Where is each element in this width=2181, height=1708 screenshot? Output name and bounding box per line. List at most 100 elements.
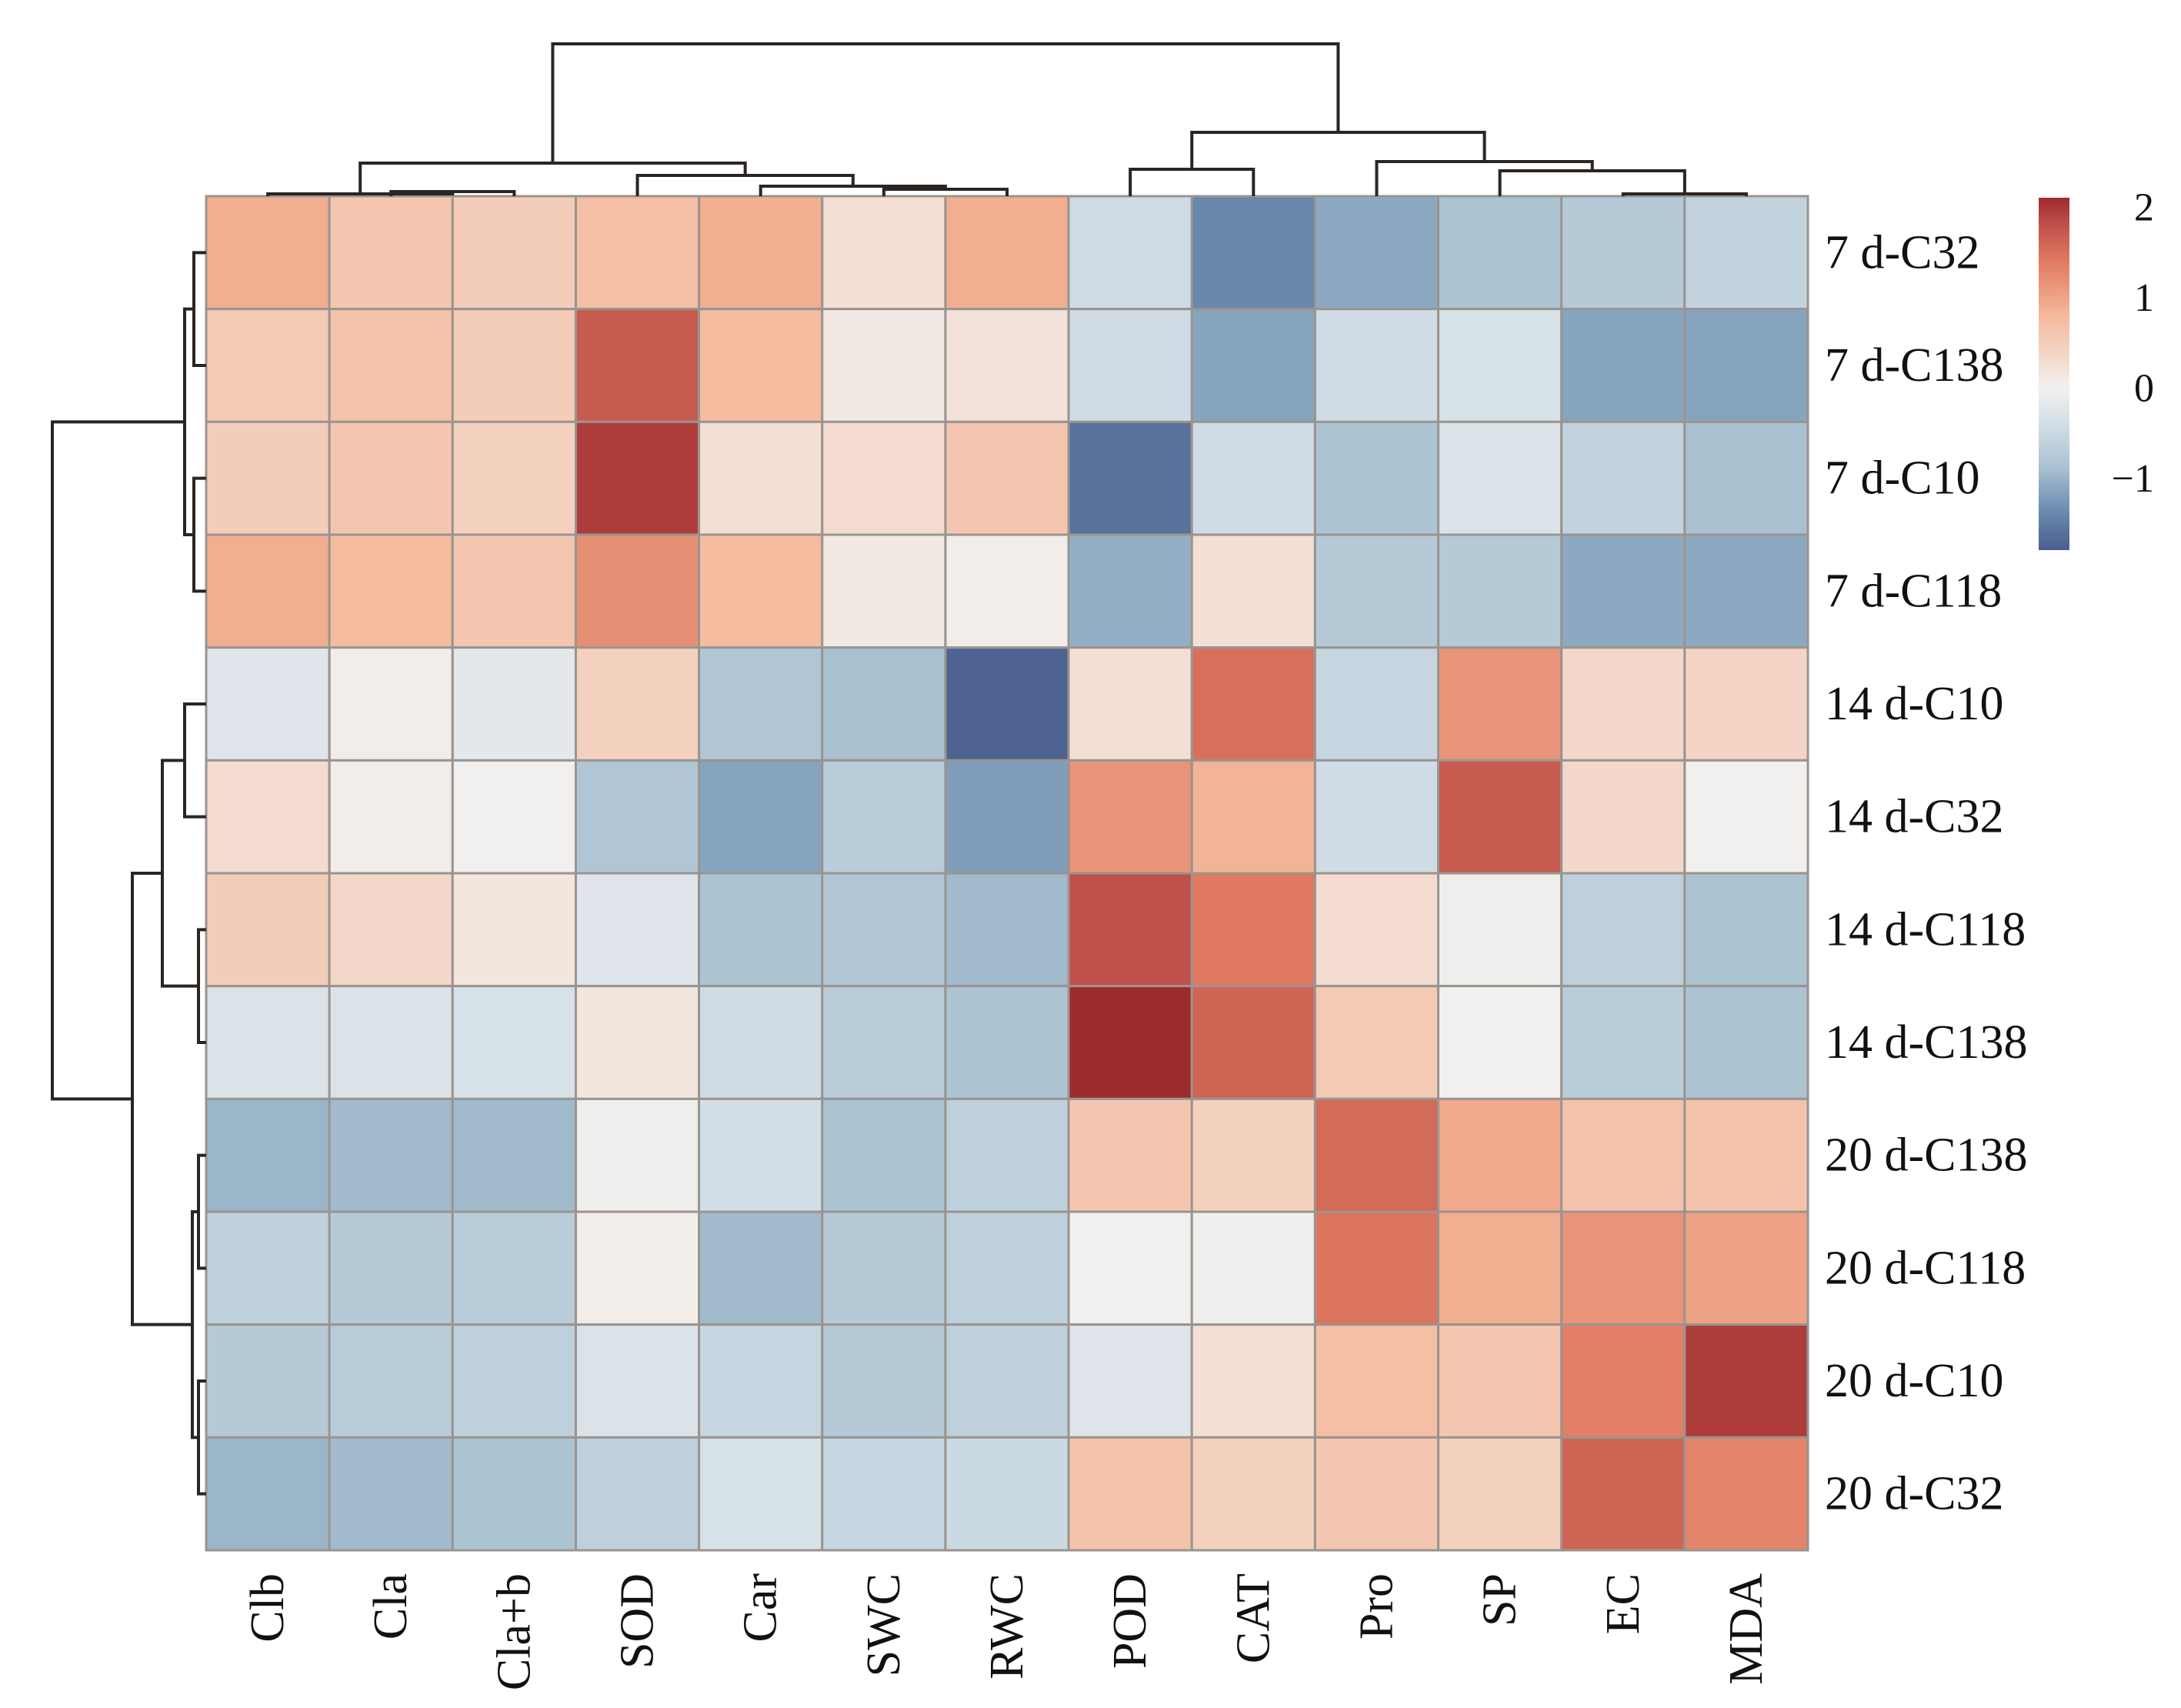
heatmap-cell bbox=[1190, 1210, 1316, 1326]
heatmap-cell bbox=[821, 1323, 947, 1439]
colorbar bbox=[2039, 198, 2069, 550]
heatmap-cell bbox=[1190, 308, 1316, 423]
heatmap-cell bbox=[1190, 985, 1316, 1100]
heatmap-cell bbox=[1190, 420, 1316, 536]
heatmap-cell bbox=[328, 533, 454, 649]
row-label: 20 d-C32 bbox=[1825, 1468, 2004, 1520]
heatmap-cell bbox=[944, 1097, 1070, 1213]
heatmap-cell bbox=[1437, 759, 1563, 875]
dendrogram-link bbox=[1375, 160, 1594, 196]
heatmap-cell bbox=[451, 985, 577, 1100]
heatmap-cell bbox=[205, 1436, 331, 1552]
heatmap-cell bbox=[328, 308, 454, 423]
heatmap-cell bbox=[698, 1323, 824, 1439]
heatmap-cell bbox=[1683, 308, 1809, 423]
dendrogram-link bbox=[192, 476, 206, 593]
heatmap-cell bbox=[205, 759, 331, 875]
row-label: 14 d-C10 bbox=[1825, 678, 2004, 730]
heatmap-cell bbox=[1313, 1210, 1440, 1326]
heatmap-cell bbox=[574, 1436, 701, 1552]
row-labels: 7 d-C32 7 d-C138 7 d-C10 7 d-C118 14 d-C10 14… bbox=[1825, 226, 2028, 1520]
row-label: 20 d-C138 bbox=[1825, 1129, 2028, 1182]
heatmap-cell bbox=[698, 759, 824, 875]
heatmap-cell bbox=[205, 195, 331, 311]
heatmap-cell bbox=[1067, 1436, 1193, 1552]
heatmap-cell bbox=[1067, 872, 1193, 988]
heatmap-cell bbox=[821, 1436, 947, 1552]
heatmap-cell bbox=[1190, 759, 1316, 875]
heatmap-cell bbox=[698, 195, 824, 311]
heatmap-cell bbox=[1560, 308, 1686, 423]
column-label: EC bbox=[1597, 1573, 1649, 1634]
column-label: CAT bbox=[1227, 1573, 1279, 1663]
heatmap-cell bbox=[1313, 646, 1440, 762]
heatmap-cell bbox=[944, 646, 1070, 762]
heatmap-cell bbox=[1067, 985, 1193, 1100]
heatmap-cell bbox=[1313, 195, 1440, 311]
row-label: 7 d-C10 bbox=[1825, 452, 1980, 505]
heatmap-cell bbox=[1437, 420, 1563, 536]
colorbar-tick-label: 2 bbox=[2134, 186, 2154, 230]
heatmap-cell bbox=[328, 646, 454, 762]
dendrogram-link bbox=[1129, 168, 1256, 196]
heatmap-cell bbox=[1683, 533, 1809, 649]
heatmap-cell bbox=[698, 1436, 824, 1552]
heatmap-cell bbox=[1560, 195, 1686, 311]
heatmap-cell bbox=[451, 872, 577, 988]
heatmap-cell bbox=[698, 308, 824, 423]
column-label: RWC bbox=[981, 1573, 1033, 1680]
heatmap-cell bbox=[944, 1210, 1070, 1326]
heatmap-cell bbox=[205, 1097, 331, 1213]
column-label: Cla+b bbox=[488, 1573, 540, 1690]
heatmap-cell bbox=[1560, 1436, 1686, 1552]
heatmap-cell bbox=[821, 646, 947, 762]
heatmap-cell bbox=[1560, 759, 1686, 875]
heatmap-cell bbox=[1067, 420, 1193, 536]
heatmap-cell bbox=[1560, 985, 1686, 1100]
heatmap-cell bbox=[1437, 195, 1563, 311]
dendrogram-link bbox=[759, 185, 947, 196]
colorbar-tick-label: 0 bbox=[2134, 367, 2154, 411]
heatmap-cell bbox=[1560, 533, 1686, 649]
heatmap-cell bbox=[451, 533, 577, 649]
column-label: SOD bbox=[612, 1573, 664, 1669]
heatmap-cell bbox=[1190, 533, 1316, 649]
heatmap-cell bbox=[1437, 1436, 1563, 1552]
heatmap-cell bbox=[205, 646, 331, 762]
row-label: 7 d-C118 bbox=[1825, 565, 2002, 617]
heatmap-cell bbox=[1067, 308, 1193, 423]
heatmap-cell bbox=[1683, 1210, 1809, 1326]
column-label: POD bbox=[1104, 1573, 1156, 1669]
dendrogram-link bbox=[551, 42, 1340, 163]
heatmap-cell bbox=[1313, 420, 1440, 536]
column-labels: Clb Cla Cla+b SOD Car SWC RWC POD CAT Pro SP EC MDA bbox=[242, 1573, 1772, 1690]
heatmap-cell bbox=[1437, 985, 1563, 1100]
heatmap-cell bbox=[821, 533, 947, 649]
heatmap-cell bbox=[574, 1210, 701, 1326]
column-label: SP bbox=[1474, 1573, 1526, 1626]
heatmap-cell bbox=[1190, 1323, 1316, 1439]
heatmap-cell bbox=[1067, 533, 1193, 649]
colorbar-tick-label: 1 bbox=[2134, 276, 2154, 320]
heatmap-cell bbox=[205, 308, 331, 423]
heatmap-cell bbox=[1190, 1097, 1316, 1213]
heatmap-cell bbox=[821, 1210, 947, 1326]
row-label: 7 d-C138 bbox=[1825, 339, 2004, 392]
heatmap-cell bbox=[1437, 1097, 1563, 1213]
heatmap-cell bbox=[1067, 1210, 1193, 1326]
heatmap-cell bbox=[1313, 308, 1440, 423]
heatmap-cell bbox=[821, 195, 947, 311]
heatmap-cell bbox=[451, 646, 577, 762]
heatmap-cell bbox=[205, 1210, 331, 1326]
row-label: 20 d-C10 bbox=[1825, 1355, 2004, 1407]
dendrogram-link bbox=[161, 759, 198, 988]
heatmap-cell bbox=[1437, 1323, 1563, 1439]
colorbar-ticks: 2 1 0 −1 bbox=[2112, 186, 2154, 501]
heatmap-cell bbox=[821, 985, 947, 1100]
heatmap-cell bbox=[944, 533, 1070, 649]
heatmap-cell bbox=[451, 1210, 577, 1326]
heatmap-cell bbox=[1437, 872, 1563, 988]
heatmap-cell bbox=[944, 195, 1070, 311]
row-dendrogram bbox=[51, 251, 206, 1496]
